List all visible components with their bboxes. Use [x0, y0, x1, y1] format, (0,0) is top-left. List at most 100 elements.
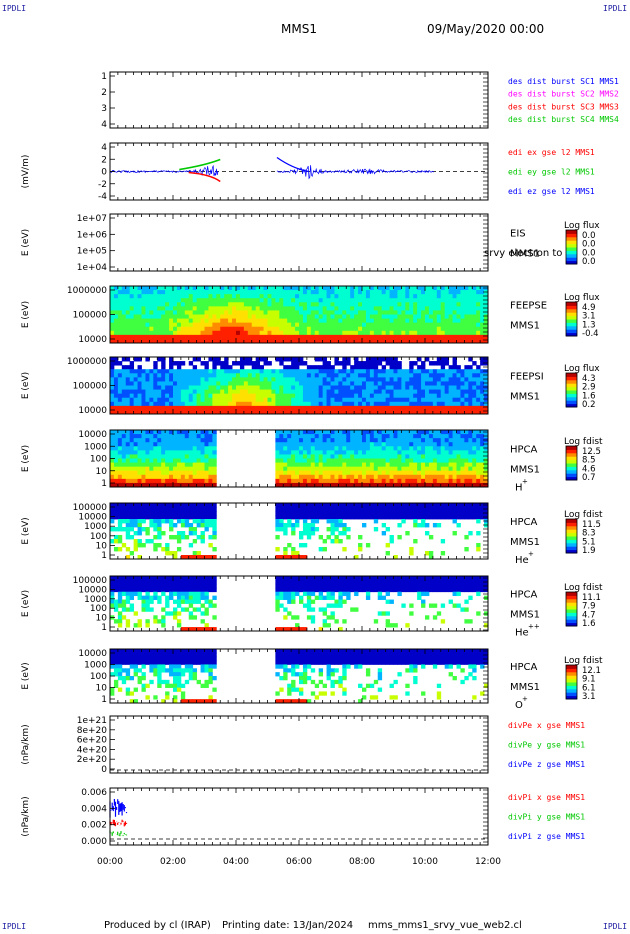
colorbar-swatch	[566, 260, 577, 265]
spectrogram-cell	[342, 302, 347, 307]
spectrogram-cell	[137, 458, 142, 463]
spectrogram-cell	[452, 405, 457, 411]
spectrogram-cell	[113, 478, 119, 484]
spectrogram-cell	[310, 365, 316, 370]
spectrogram-cell	[184, 294, 190, 299]
spectrogram-cell	[405, 286, 410, 291]
spectrogram-cell	[401, 302, 406, 307]
spectrogram-cell	[409, 551, 414, 556]
spectrogram-cell	[428, 302, 434, 307]
spectrogram-cell	[326, 314, 331, 319]
spectrogram-cell	[184, 369, 190, 374]
spectrogram-cell	[369, 385, 375, 390]
spectrogram-cell	[196, 507, 201, 512]
spectrogram-cell	[456, 318, 461, 324]
spectrogram-cell	[346, 470, 351, 476]
spectrogram-cell	[358, 314, 363, 319]
spectrogram-cell	[326, 438, 331, 443]
spectrogram-cell	[448, 434, 453, 439]
spectrogram-cell	[113, 377, 119, 382]
plot-date: 09/May/2020 00:00	[427, 22, 545, 36]
spectrogram-cell	[295, 615, 300, 620]
spectrogram-cell	[196, 409, 201, 415]
spectrogram-cell	[165, 547, 170, 552]
spectrogram-cell	[212, 446, 217, 451]
spectrogram-cell	[421, 361, 426, 366]
spectrogram-cell	[452, 515, 457, 520]
spectrogram-cell	[125, 409, 131, 415]
spectrogram-cell	[334, 405, 339, 411]
spectrogram-cell	[283, 470, 288, 476]
spectrogram-cell	[346, 302, 351, 307]
spectrogram-cell	[413, 377, 418, 382]
spectrogram-cell	[121, 326, 127, 332]
spectrogram-cell	[184, 482, 190, 488]
spectrogram-cell	[299, 466, 304, 472]
spectrogram-cell	[436, 369, 442, 374]
spectrogram-cell	[440, 462, 446, 468]
spectrogram-cell	[314, 442, 320, 447]
spectrogram-cell	[326, 322, 331, 328]
spectrogram-cell	[405, 397, 410, 403]
corner-label-bottom-right: IPDLI	[603, 922, 628, 931]
colorbar-tick-label: 0.0	[582, 257, 596, 267]
spectrogram-cell	[444, 450, 450, 455]
spectrogram-cell	[259, 357, 264, 362]
spectrogram-cell	[381, 611, 387, 616]
spectrogram-cell	[480, 373, 485, 378]
spectrogram-cell	[173, 535, 178, 540]
spectrogram-cell	[192, 599, 198, 604]
spectrogram-cell	[192, 381, 198, 386]
spectrogram-cell	[161, 381, 166, 386]
spectrogram-cell	[425, 531, 430, 536]
spectrogram-cell	[302, 306, 308, 311]
spectrogram-cell	[192, 373, 198, 378]
spectrogram-cell	[302, 478, 308, 484]
spectrogram-cell	[373, 454, 379, 459]
spectrogram-cell	[464, 405, 469, 411]
colorbar-swatch	[566, 459, 577, 464]
spectrogram-cell	[362, 326, 367, 332]
spectrogram-cell	[192, 434, 198, 439]
spectrogram-cell	[196, 523, 201, 528]
spectrogram-cell	[176, 462, 182, 468]
spectrogram-cell	[129, 507, 135, 512]
spectrogram-cell	[200, 369, 205, 374]
spectrogram-cell	[302, 579, 308, 585]
spectrogram-cell	[110, 587, 115, 593]
spectrogram-cell	[432, 466, 438, 472]
spectrogram-cell	[389, 454, 394, 459]
spectrogram-cell	[306, 450, 312, 455]
spectrogram-cell	[362, 478, 367, 484]
spectrogram-cell	[117, 393, 123, 399]
spectrogram-cell	[129, 405, 135, 411]
spectrogram-cell	[389, 507, 394, 512]
spectrogram-cell	[338, 314, 343, 319]
spectrogram-cell	[243, 409, 249, 415]
spectrogram-cell	[354, 442, 359, 447]
spectrogram-cell	[121, 466, 127, 472]
spectrogram-cell	[381, 310, 387, 315]
spectrogram-cell	[326, 450, 331, 455]
spectrogram-cell	[173, 587, 178, 593]
spectrogram-cell	[425, 579, 430, 585]
spectrogram-cell	[275, 454, 280, 459]
spectrogram-cell	[318, 294, 324, 299]
spectrogram-cell	[480, 511, 485, 516]
spectrogram-cell	[283, 511, 288, 516]
spectrogram-cell	[306, 326, 312, 332]
spectrogram-cell	[369, 482, 375, 488]
spectrogram-cell	[121, 519, 127, 524]
spectrogram-cell	[212, 450, 217, 455]
spectrogram-cell	[405, 330, 410, 336]
spectrogram-cell	[401, 462, 406, 468]
spectrogram-cell	[432, 338, 438, 344]
ytick-label: 0	[101, 168, 107, 178]
spectrogram-cell	[358, 446, 363, 451]
spectrogram-cell	[236, 330, 241, 336]
spectrogram-cell	[476, 405, 481, 411]
spectrogram-cell	[358, 507, 363, 512]
spectrogram-cell	[385, 470, 390, 476]
spectrogram-cell	[302, 381, 308, 386]
spectrogram-cell	[117, 369, 123, 374]
